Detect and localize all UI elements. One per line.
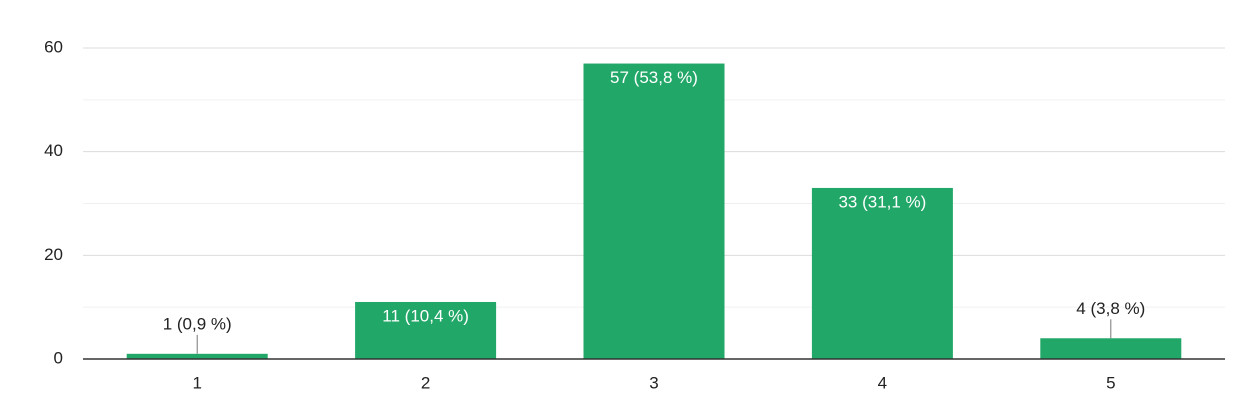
bar bbox=[583, 63, 725, 360]
value-label: 4 (3,8 %) bbox=[1076, 299, 1145, 318]
y-tick-label: 20 bbox=[44, 245, 63, 264]
value-label: 1 (0,9 %) bbox=[163, 314, 232, 333]
value-label: 33 (31,1 %) bbox=[838, 192, 926, 211]
y-tick-label: 60 bbox=[44, 37, 63, 56]
value-label: 11 (10,4 %) bbox=[382, 306, 469, 325]
y-tick-label: 40 bbox=[44, 141, 63, 160]
x-tick-label: 5 bbox=[1106, 373, 1115, 392]
bar bbox=[811, 187, 953, 359]
bar bbox=[1040, 338, 1182, 359]
x-tick-label: 3 bbox=[649, 373, 658, 392]
bar bbox=[126, 353, 268, 359]
x-tick-label: 1 bbox=[192, 373, 201, 392]
y-tick-label: 0 bbox=[54, 348, 63, 367]
value-label: 57 (53,8 %) bbox=[610, 68, 698, 87]
bar bbox=[355, 301, 497, 359]
x-tick-label: 4 bbox=[878, 373, 887, 392]
x-tick-label: 2 bbox=[421, 373, 430, 392]
